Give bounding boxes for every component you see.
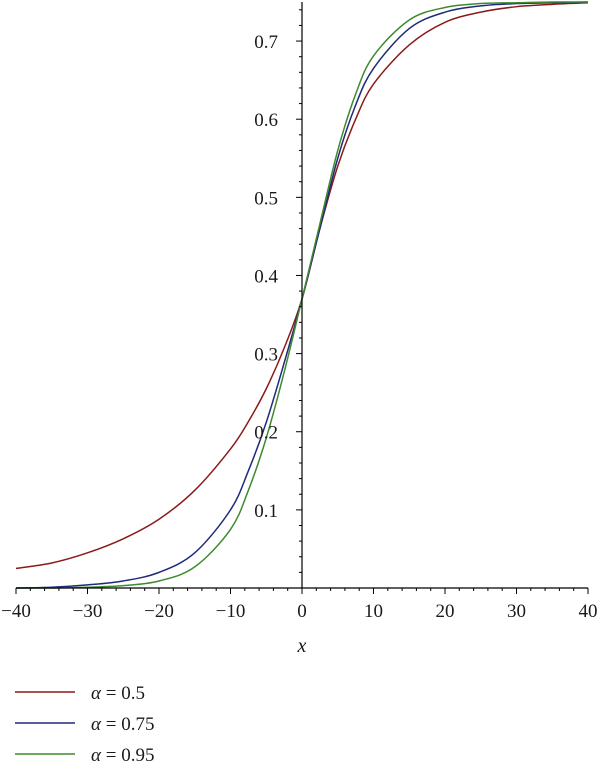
x-tick-label: 20 <box>436 601 455 622</box>
x-tick-label: 0 <box>297 601 307 622</box>
x-tick-label: −30 <box>73 601 103 622</box>
legend-symbol: α <box>91 714 102 735</box>
y-tick-label: 0.3 <box>254 345 278 366</box>
x-tick-label: 10 <box>364 601 383 622</box>
y-tick-label: 0.6 <box>254 110 278 131</box>
x-tick-label: 30 <box>507 601 526 622</box>
x-tick-label: −20 <box>144 601 174 622</box>
y-tick-label: 0.5 <box>254 188 278 209</box>
legend-value: = 0.75 <box>101 714 154 735</box>
legend-label-3: α = 0.95 <box>91 745 154 766</box>
x-tick-label: −10 <box>216 601 246 622</box>
legend-value: = 0.5 <box>101 683 145 704</box>
y-tick-label: 0.4 <box>254 266 278 287</box>
axes <box>16 2 588 589</box>
legend: α = 0.5α = 0.75α = 0.95 <box>15 683 154 766</box>
y-tick-label: 0.1 <box>254 501 278 522</box>
legend-label-1: α = 0.5 <box>91 683 145 704</box>
y-tick-label: 0.7 <box>254 32 278 53</box>
legend-symbol: α <box>91 745 102 766</box>
legend-symbol: α <box>91 683 102 704</box>
y-axis-ticks: 0.1 0.2 0.3 0.4 0.5 0.6 0.7 <box>254 9 302 573</box>
legend-value: = 0.95 <box>101 745 154 766</box>
legend-label-2: α = 0.75 <box>91 714 154 735</box>
x-tick-label: 40 <box>579 601 598 622</box>
x-axis-ticks: −40 −30 −20 −10 0 10 20 30 40 <box>1 588 598 622</box>
x-axis-title: x <box>297 635 307 657</box>
y-tick-label: 0.2 <box>254 423 278 444</box>
x-tick-label: −40 <box>1 601 31 622</box>
